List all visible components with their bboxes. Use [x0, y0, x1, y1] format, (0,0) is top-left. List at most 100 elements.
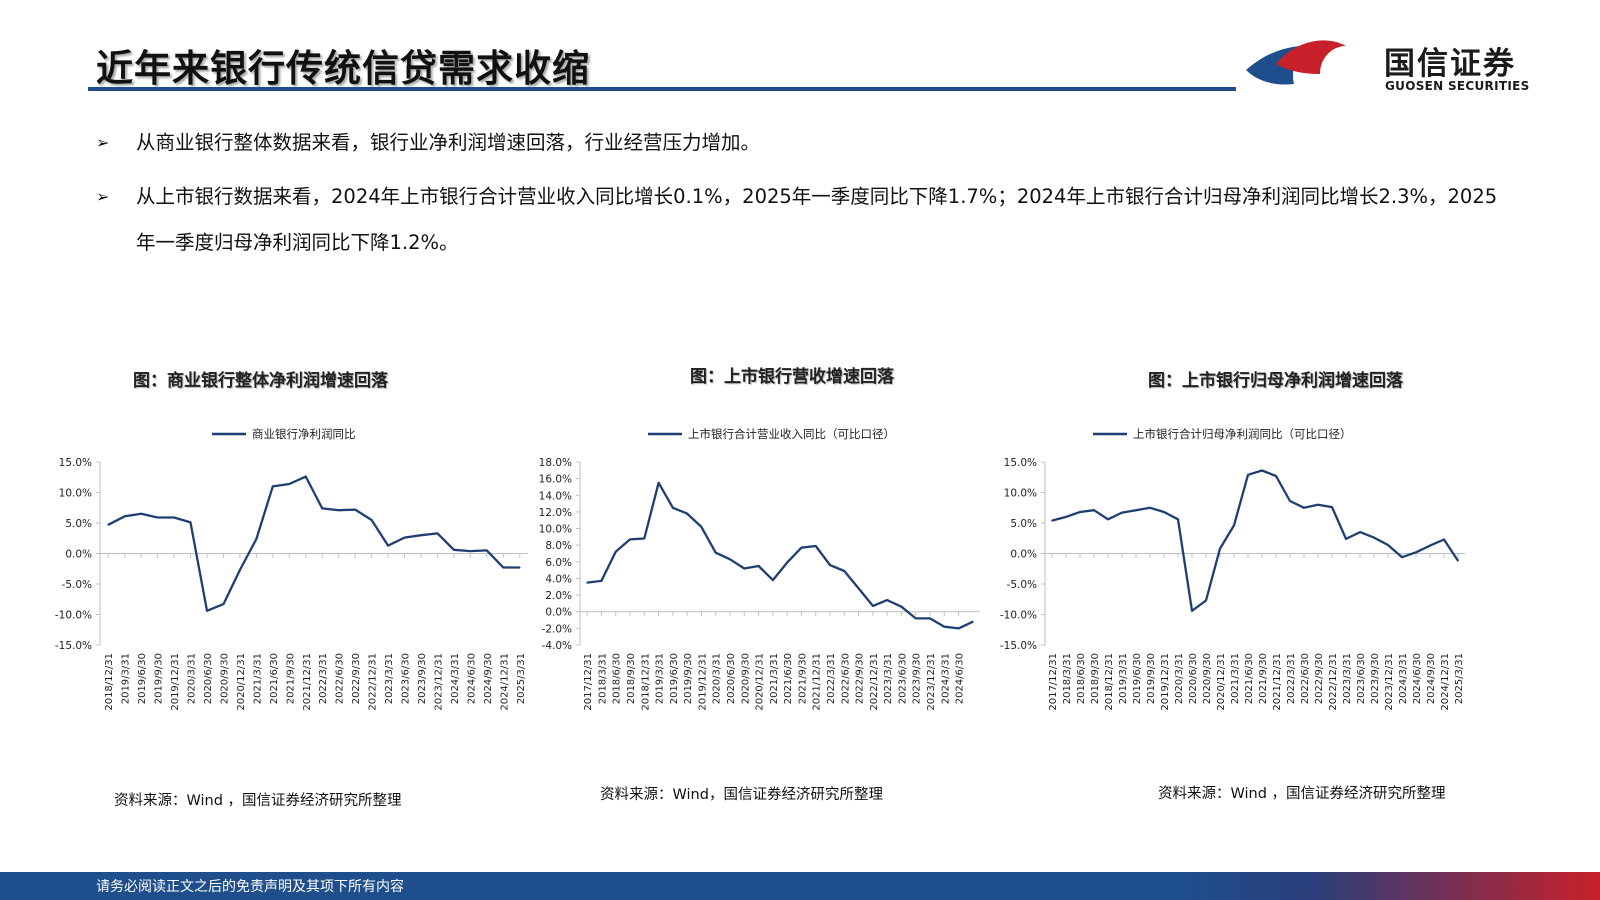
x-tick-label: 2025/3/31	[1454, 653, 1465, 704]
data-point	[189, 521, 192, 524]
data-point	[1415, 551, 1417, 554]
data-point	[272, 485, 274, 488]
data-point	[957, 627, 960, 630]
y-tick-label: 4.0%	[545, 573, 572, 585]
data-point	[1233, 524, 1235, 527]
data-point	[123, 515, 126, 518]
y-tick-label: 14.0%	[539, 490, 572, 502]
data-point	[1135, 509, 1137, 511]
x-tick-label: 2023/12/31	[433, 653, 444, 711]
data-point	[1387, 544, 1389, 546]
data-point	[288, 483, 291, 485]
data-point	[600, 580, 603, 582]
x-tick-label: 2022/3/31	[318, 653, 329, 704]
y-tick-label: -5.0%	[1007, 579, 1037, 591]
x-tick-label: 2022/6/30	[840, 653, 851, 704]
x-tick-label: 2019/9/30	[683, 653, 694, 704]
data-point	[1317, 503, 1319, 506]
x-tick-label: 2023/3/31	[883, 653, 894, 704]
data-point	[1289, 500, 1291, 502]
x-tick-label: 2020/3/31	[712, 653, 723, 704]
data-point	[156, 516, 159, 519]
data-point	[657, 481, 660, 484]
y-tick-label: 0.0%	[545, 607, 572, 619]
y-tick-label: -5.0%	[62, 579, 92, 591]
disclaimer-text: 请务必阅读正文之后的免责声明及其项下所有内容	[96, 879, 404, 895]
x-tick-label: 2021/12/31	[302, 653, 313, 711]
x-tick-label: 2019/3/31	[655, 653, 666, 704]
data-point	[614, 551, 617, 553]
x-tick-label: 2019/6/30	[137, 653, 148, 704]
y-tick-label: 8.0%	[545, 540, 572, 552]
data-point	[757, 565, 760, 567]
y-tick-label: 15.0%	[59, 457, 92, 469]
data-point	[1149, 506, 1151, 509]
y-tick-label: 0.0%	[1010, 549, 1037, 561]
data-point	[1345, 538, 1347, 540]
x-tick-label: 2018/12/31	[640, 653, 651, 711]
chart-2: 上市银行合计营业收入同比（可比口径） 18.0% 16.0% 14.0% 12.0% 10…	[539, 427, 980, 711]
x-tick-label: 2023/9/30	[912, 653, 923, 704]
chart-1-source: 资料来源：Wind ，国信证券经济研究所整理	[114, 793, 402, 809]
y-tick-label: 12.0%	[539, 507, 572, 519]
x-tick-label: 2019/3/31	[1118, 653, 1129, 704]
data-point	[786, 561, 788, 564]
data-point	[1065, 516, 1067, 518]
x-tick-label: 2022/12/31	[869, 653, 880, 711]
x-tick-label: 2020/9/30	[219, 653, 230, 704]
x-tick-label: 2019/12/31	[1160, 653, 1171, 711]
chart-2-caption: 图：上市银行营收增速回落	[690, 367, 894, 387]
data-point	[886, 599, 888, 601]
x-tick-label: 2021/9/30	[1258, 653, 1269, 704]
x-tick-label: 2018/12/31	[104, 653, 115, 711]
x-tick-label: 2021/12/31	[812, 653, 823, 711]
data-point	[370, 519, 373, 521]
data-point	[140, 513, 142, 515]
data-point	[1121, 511, 1123, 514]
data-point	[304, 475, 307, 478]
x-tick-label: 2021/6/30	[783, 653, 794, 704]
page-title: 近年来银行传统信贷需求收缩	[96, 47, 590, 90]
x-tick-label: 2023/12/31	[1384, 653, 1395, 711]
footer-bar: 请务必阅读正文之后的免责声明及其项下所有内容	[0, 872, 1600, 900]
data-point	[814, 545, 817, 547]
x-tick-label: 2025/3/31	[516, 653, 527, 704]
data-point	[1247, 474, 1249, 476]
data-point	[929, 617, 931, 620]
data-point	[743, 567, 746, 570]
data-point	[857, 587, 860, 590]
data-point	[1401, 556, 1403, 558]
data-point	[643, 537, 646, 540]
y-tick-label: -15.0%	[55, 640, 92, 652]
data-point	[518, 566, 521, 569]
x-tick-label: 2023/6/30	[897, 653, 908, 704]
x-tick-label: 2023/6/30	[401, 653, 412, 704]
x-tick-label: 2024/6/30	[466, 653, 477, 704]
chart-legend: 商业银行净利润同比	[212, 427, 356, 441]
y-tick-label: -15.0%	[1000, 640, 1037, 652]
x-tick-label: 2019/3/31	[121, 653, 132, 704]
data-point	[872, 605, 874, 607]
x-tick-label: 2020/9/30	[740, 653, 751, 704]
legend-label: 上市银行合计营业收入同比（可比口径）	[688, 427, 895, 441]
data-point	[255, 538, 258, 540]
y-tick-label: 10.0%	[539, 524, 572, 536]
x-tick-label: 2021/9/30	[285, 653, 296, 704]
x-tick-label: 2020/3/31	[1174, 653, 1185, 704]
x-tick-label: 2022/12/31	[368, 653, 379, 711]
x-tick-label: 2024/9/30	[1426, 653, 1437, 704]
x-tick-label: 2023/3/31	[384, 653, 395, 704]
x-tick-label: 2024/6/30	[955, 653, 966, 704]
x-tick-label: 2018/9/30	[626, 653, 637, 704]
data-point	[1205, 599, 1207, 602]
chart-3-source: 资料来源：Wind ，国信证券经济研究所整理	[1158, 786, 1446, 802]
x-tick-label: 2018/3/31	[597, 653, 608, 704]
x-tick-label: 2021/12/31	[1272, 653, 1283, 711]
data-point	[829, 564, 831, 566]
data-point	[1177, 518, 1179, 521]
x-tick-label: 2024/12/31	[499, 653, 510, 711]
data-point	[1107, 518, 1109, 521]
bullet-arrow-icon: ➢	[96, 133, 110, 152]
x-tick-label: 2020/6/30	[203, 653, 214, 704]
data-point	[337, 509, 340, 511]
